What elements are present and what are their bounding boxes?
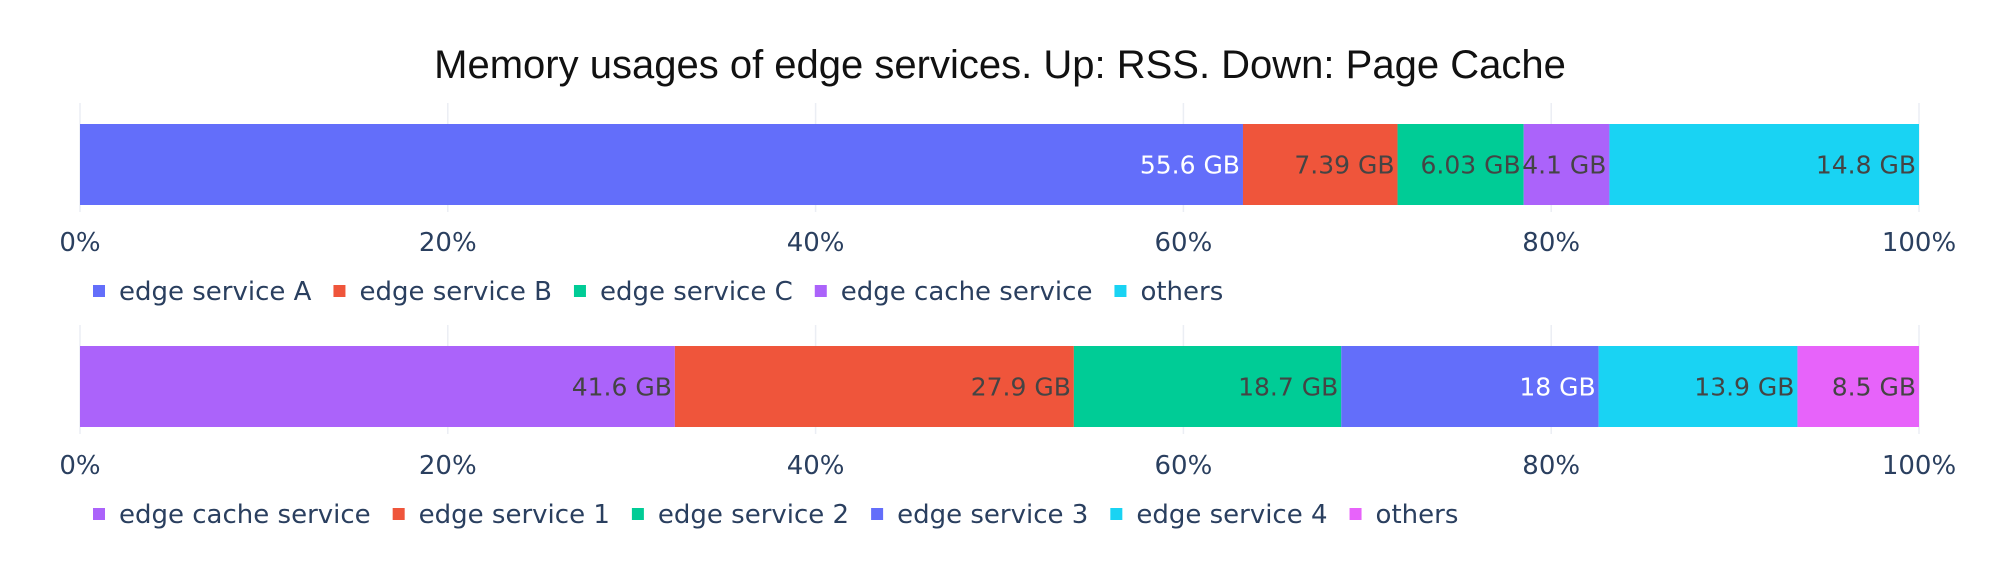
data-label: 7.39 GB (1294, 151, 1394, 180)
bar-segment (1523, 124, 1610, 205)
bar-segment (1341, 346, 1599, 427)
bar-segment (1598, 346, 1798, 427)
legend-label: edge cache service (841, 277, 1093, 307)
data-label: 55.6 GB (1140, 151, 1240, 180)
bar-segment (674, 346, 1074, 427)
bar-segment (80, 346, 675, 427)
bar-segment (1797, 346, 1919, 427)
data-label: 6.03 GB (1421, 151, 1521, 180)
x-tick-label: 0% (59, 451, 100, 481)
x-tick-label: 60% (1155, 451, 1213, 481)
x-tick-label: 100% (1882, 228, 1956, 258)
bar-segment (1242, 124, 1398, 205)
legend-label: edge service 2 (658, 500, 849, 530)
x-tick-label: 100% (1882, 451, 1956, 481)
legend-label: edge service 4 (1136, 500, 1327, 530)
bar-panel-1: 55.6 GB 7.39 GB 6.03 GB 4.1 GB 14.8 GB 0% 20% 4… (59, 103, 1956, 307)
x-tick-label: 20% (419, 451, 477, 481)
legend-label: edge service 3 (897, 500, 1088, 530)
x-tick-label: 60% (1155, 228, 1213, 258)
legend-label: edge service 1 (419, 500, 610, 530)
legend: edge cache service edge service 1 edge ser… (93, 500, 1458, 530)
legend-swatch (93, 285, 105, 297)
x-tick-label: 80% (1522, 228, 1580, 258)
bar-segment (1073, 346, 1342, 427)
data-label: 8.5 GB (1832, 373, 1916, 402)
legend-label: others (1140, 277, 1223, 307)
bar-segment (1609, 124, 1919, 205)
x-tick-label: 40% (787, 451, 845, 481)
legend-label: edge service A (119, 277, 312, 307)
data-label: 18.7 GB (1238, 373, 1338, 402)
data-label: 41.6 GB (572, 373, 672, 402)
legend-label: edge service C (600, 277, 793, 307)
bar-segment (1397, 124, 1524, 205)
chart-title: Memory usages of edge services. Up: RSS.… (434, 43, 1566, 87)
x-tick-label: 40% (787, 228, 845, 258)
legend-swatch (871, 508, 884, 520)
x-tick-label: 0% (59, 228, 100, 258)
legend-label: edge service B (359, 277, 552, 307)
x-tick-label: 80% (1522, 451, 1580, 481)
legend-swatch (814, 285, 827, 297)
legend-swatch (93, 508, 105, 520)
bar-segment (80, 124, 1243, 205)
x-tick-label: 20% (419, 228, 477, 258)
legend-swatch (1349, 508, 1362, 520)
legend-swatch (333, 285, 346, 297)
legend-label: edge cache service (119, 500, 371, 530)
plots: 55.6 GB 7.39 GB 6.03 GB 4.1 GB 14.8 GB0% 20% 4… (59, 103, 1956, 530)
bar-panel-2: 41.6 GB 27.9 GB 18.7 GB 18 GB 13.9 GB 8.5 GB 0… (59, 325, 1956, 530)
legend-swatch (1110, 508, 1123, 520)
legend-swatch (1114, 285, 1127, 297)
data-label: 14.8 GB (1816, 151, 1916, 180)
data-label: 27.9 GB (971, 373, 1071, 402)
legend-label: others (1376, 500, 1459, 530)
data-label: 18 GB (1519, 373, 1595, 402)
data-label: 13.9 GB (1694, 373, 1794, 402)
legend-swatch (392, 508, 405, 520)
data-label: 4.1 GB (1522, 151, 1606, 180)
legend: edge service A edge service B edge service… (93, 277, 1223, 307)
legend-swatch (573, 285, 586, 297)
legend-swatch (631, 508, 644, 520)
